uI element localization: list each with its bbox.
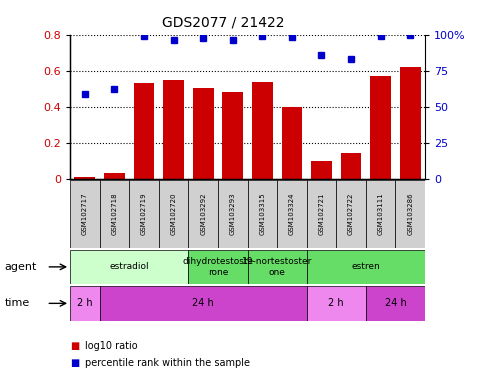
Bar	[282, 107, 302, 179]
Bar	[104, 173, 125, 179]
Bar	[400, 67, 421, 179]
Bar	[188, 250, 248, 284]
Bar	[307, 250, 425, 284]
Bar	[70, 286, 99, 321]
Text: 24 h: 24 h	[192, 298, 214, 308]
Text: 24 h: 24 h	[384, 298, 406, 308]
Text: time: time	[5, 298, 30, 308]
Bar	[218, 180, 248, 248]
Bar	[222, 92, 243, 179]
Bar	[159, 180, 188, 248]
Text: GSM103315: GSM103315	[259, 193, 265, 235]
Text: ■: ■	[70, 341, 79, 351]
Text: dihydrotestoste
rone: dihydrotestoste rone	[183, 257, 254, 276]
Text: 2 h: 2 h	[328, 298, 344, 308]
Text: estren: estren	[352, 262, 380, 271]
Text: 19-nortestoster
one: 19-nortestoster one	[242, 257, 313, 276]
Bar	[99, 286, 307, 321]
Text: ■: ■	[70, 358, 79, 368]
Text: GSM102721: GSM102721	[318, 193, 325, 235]
Bar	[366, 180, 396, 248]
Bar	[396, 180, 425, 248]
Bar	[70, 180, 99, 248]
Bar	[341, 153, 361, 179]
Bar	[336, 180, 366, 248]
Bar	[163, 81, 184, 179]
Text: agent: agent	[5, 262, 37, 272]
Bar	[248, 250, 307, 284]
Bar	[188, 180, 218, 248]
Bar	[252, 82, 273, 179]
Text: GSM103293: GSM103293	[230, 193, 236, 235]
Text: GSM102720: GSM102720	[170, 193, 177, 235]
Text: GSM102719: GSM102719	[141, 193, 147, 235]
Bar	[193, 88, 213, 179]
Bar	[307, 180, 336, 248]
Text: GSM103111: GSM103111	[378, 193, 384, 235]
Bar	[277, 180, 307, 248]
Bar	[99, 180, 129, 248]
Text: percentile rank within the sample: percentile rank within the sample	[85, 358, 250, 368]
Text: estradiol: estradiol	[109, 262, 149, 271]
Bar	[134, 83, 155, 179]
Bar	[311, 161, 332, 179]
Bar	[370, 76, 391, 179]
Bar	[248, 180, 277, 248]
Bar	[70, 250, 188, 284]
Text: GSM103286: GSM103286	[407, 193, 413, 235]
Text: GSM103292: GSM103292	[200, 193, 206, 235]
Text: 2 h: 2 h	[77, 298, 93, 308]
Text: GSM102718: GSM102718	[112, 193, 117, 235]
Bar	[366, 286, 425, 321]
Text: GSM102722: GSM102722	[348, 193, 354, 235]
Bar	[307, 286, 366, 321]
Text: GSM103324: GSM103324	[289, 193, 295, 235]
Text: GSM102717: GSM102717	[82, 193, 88, 235]
Text: GDS2077 / 21422: GDS2077 / 21422	[162, 15, 284, 29]
Text: log10 ratio: log10 ratio	[85, 341, 137, 351]
Bar	[129, 180, 159, 248]
Bar	[74, 177, 95, 179]
